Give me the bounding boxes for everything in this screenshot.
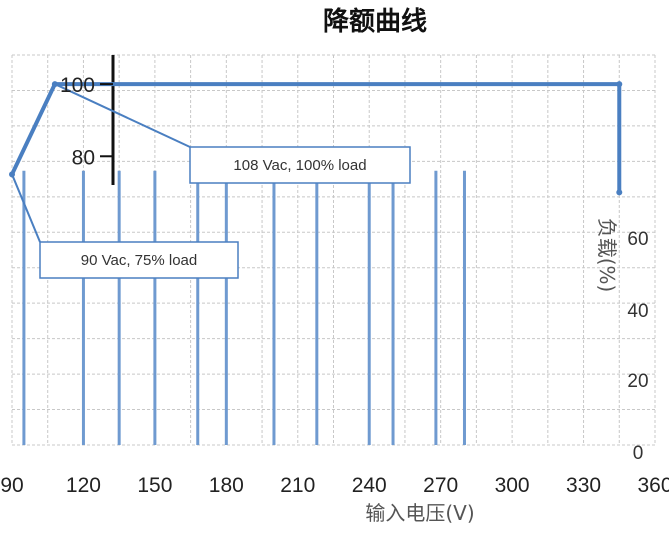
right-y-tick-label: 40 bbox=[627, 301, 648, 322]
annotation-leader-line bbox=[54, 83, 191, 148]
annotation-leader-line bbox=[11, 173, 41, 243]
x-tick-label: 300 bbox=[495, 474, 530, 497]
right-y-tick-label: 0 bbox=[633, 443, 644, 464]
x-tick-label: 180 bbox=[209, 474, 244, 497]
vertical-drop-lines bbox=[22, 170, 466, 445]
annotation-box bbox=[189, 146, 411, 184]
x-tick-labels: 90 120 150 180 210 240 270 300 330 360 bbox=[0, 474, 669, 497]
series-point bbox=[616, 189, 623, 196]
right-y-tick-label: 60 bbox=[627, 229, 648, 250]
annotation-layer: 108 Vac, 100% load 90 Vac, 75% load bbox=[11, 83, 411, 279]
y-tick-label: 80 bbox=[72, 146, 95, 169]
y-tick-label: 100 bbox=[60, 74, 95, 97]
annotation-label: 90 Vac, 75% load bbox=[81, 252, 197, 269]
chart-title: 降额曲线 bbox=[323, 7, 427, 37]
x-tick-label: 360 bbox=[637, 474, 669, 497]
right-y-tick-label: 20 bbox=[627, 371, 648, 392]
grid-lines bbox=[11, 54, 656, 446]
annotation-label: 108 Vac, 100% load bbox=[233, 157, 366, 174]
x-tick-label: 120 bbox=[66, 474, 101, 497]
x-axis-title: 输入电压(V) bbox=[365, 501, 474, 525]
right-y-axis-title: 负载(%) bbox=[595, 218, 619, 293]
series-line bbox=[10, 82, 622, 193]
x-tick-label: 330 bbox=[566, 474, 601, 497]
x-tick-label: 150 bbox=[137, 474, 172, 497]
x-tick-label: 90 bbox=[0, 474, 23, 497]
annotation-box bbox=[39, 241, 239, 279]
y-tick-labels: 80 100 bbox=[60, 74, 113, 169]
x-tick-label: 210 bbox=[280, 474, 315, 497]
x-tick-label: 240 bbox=[352, 474, 387, 497]
x-tick-label: 270 bbox=[423, 474, 458, 497]
right-y-tick-labels: 0 20 40 60 bbox=[627, 229, 648, 464]
series-point bbox=[616, 81, 623, 88]
